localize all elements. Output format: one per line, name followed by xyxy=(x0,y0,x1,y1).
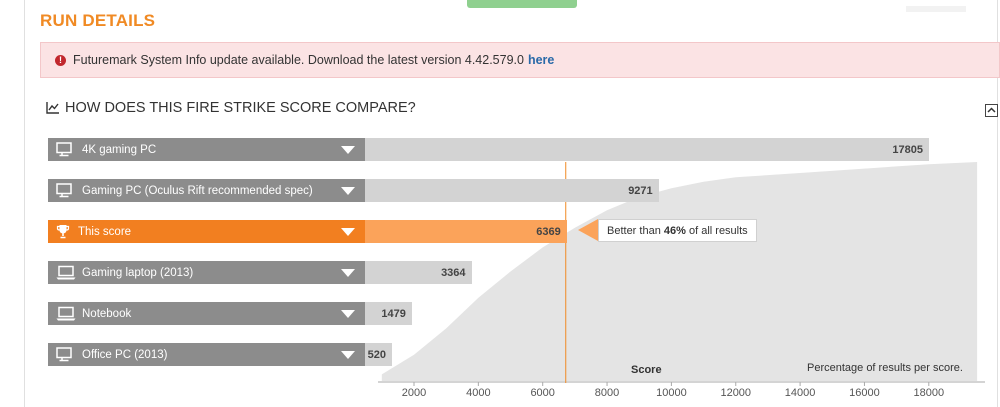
x-axis-tick-label: 16000 xyxy=(849,387,880,399)
callout-suffix: of all results xyxy=(688,224,748,237)
line-chart-icon xyxy=(46,102,59,114)
monitor-icon xyxy=(56,183,72,198)
chevron-down-icon[interactable] xyxy=(341,269,355,277)
score-bar xyxy=(365,220,567,243)
comparison-row-selector[interactable]: Office PC (2013) xyxy=(48,343,365,366)
row-icon xyxy=(56,183,72,201)
x-axis-tick-label: 14000 xyxy=(784,387,816,399)
row-icon xyxy=(56,265,76,283)
top-faint-element xyxy=(906,6,966,12)
collapse-button[interactable] xyxy=(985,104,998,117)
row-icon xyxy=(56,142,72,160)
monitor-icon xyxy=(56,142,72,157)
alert-message: Futuremark System Info update available.… xyxy=(73,53,524,67)
top-tab-indicator[interactable] xyxy=(467,0,577,8)
chevron-down-icon[interactable] xyxy=(341,187,355,195)
row-label-text: Office PC (2013) xyxy=(82,348,168,361)
chevron-down-icon[interactable] xyxy=(341,351,355,359)
x-axis-tick-label: 4000 xyxy=(466,387,491,399)
score-value-label: 520 xyxy=(367,348,386,361)
alert-download-link[interactable]: here xyxy=(527,53,555,67)
chevron-down-icon[interactable] xyxy=(341,146,355,154)
comparison-row-selector[interactable]: Notebook xyxy=(48,302,365,325)
chevron-down-icon[interactable] xyxy=(341,310,355,318)
row-label-text: Gaming laptop (2013) xyxy=(82,266,194,279)
x-axis-ticks xyxy=(413,382,930,386)
update-alert: ! Futuremark System Info update availabl… xyxy=(40,42,1000,78)
score-bar xyxy=(365,261,472,284)
score-value-label: 6369 xyxy=(536,225,561,238)
chevron-down-icon[interactable] xyxy=(341,228,355,236)
trophy-icon xyxy=(56,225,70,239)
comparison-row-selector[interactable]: This score xyxy=(48,220,365,243)
x-axis-tick-label: 6000 xyxy=(530,387,555,399)
callout-percent: 46% xyxy=(663,224,686,237)
distribution-area xyxy=(381,162,978,381)
callout-arrow xyxy=(578,219,598,241)
row-icon xyxy=(56,224,70,242)
callout-prefix: Better than xyxy=(607,224,661,237)
x-axis-tick-label: 8000 xyxy=(594,387,620,399)
x-axis-tick-label: 2000 xyxy=(401,387,427,399)
row-label-text: Gaming PC (Oculus Rift recommended spec) xyxy=(82,184,313,197)
row-label-text: Notebook xyxy=(82,307,132,320)
score-bar xyxy=(365,138,929,161)
score-value-label: 17805 xyxy=(892,143,923,156)
chart-annotation: Percentage of results per score. xyxy=(807,362,963,374)
row-label-text: This score xyxy=(78,225,132,238)
x-axis-tick-label: 12000 xyxy=(720,387,752,399)
laptop-icon xyxy=(56,306,76,321)
laptop-icon xyxy=(56,265,76,280)
comparison-row-selector[interactable]: Gaming PC (Oculus Rift recommended spec) xyxy=(48,179,365,202)
percentile-callout: Better than 46% of all results xyxy=(598,219,757,242)
x-axis-tick-label: 18000 xyxy=(913,387,945,399)
exclamation-circle-icon: ! xyxy=(55,54,66,66)
row-icon xyxy=(56,306,76,324)
row-icon xyxy=(56,347,72,365)
score-bar xyxy=(365,179,659,202)
score-value-label: 1479 xyxy=(381,307,406,320)
right-divider xyxy=(997,0,998,407)
left-divider xyxy=(24,0,25,407)
x-axis-tick-label: 10000 xyxy=(656,387,687,399)
score-bar xyxy=(365,302,412,325)
monitor-icon xyxy=(56,347,72,362)
score-bar xyxy=(365,343,392,366)
comparison-row-selector[interactable]: 4K gaming PC xyxy=(48,138,365,161)
minus-square-icon xyxy=(987,107,996,113)
page-title: RUN DETAILS xyxy=(40,11,156,30)
section-header: HOW DOES THIS FIRE STRIKE SCORE COMPARE? xyxy=(46,100,416,116)
score-value-label: 9271 xyxy=(628,184,653,197)
x-axis-label: Score xyxy=(631,364,662,376)
score-value-label: 3364 xyxy=(441,266,466,279)
row-label-text: 4K gaming PC xyxy=(82,143,157,156)
section-title: HOW DOES THIS FIRE STRIKE SCORE COMPARE? xyxy=(65,100,416,116)
comparison-row-selector[interactable]: Gaming laptop (2013) xyxy=(48,261,365,284)
